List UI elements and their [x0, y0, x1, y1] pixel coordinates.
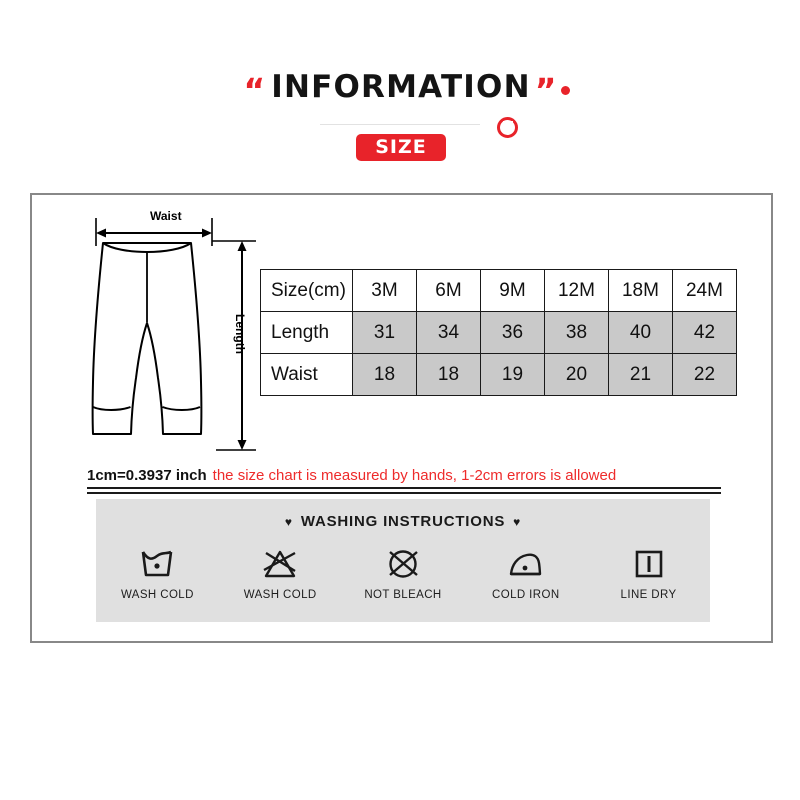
table-cell: 21	[607, 353, 673, 396]
page-title: INFORMATION	[271, 69, 531, 105]
table-col-header: 12M	[543, 269, 609, 312]
square-vertical-bar-icon	[590, 541, 708, 587]
care-item-cold-iron: COLD IRON	[467, 541, 585, 601]
table-col-header: 24M	[671, 269, 737, 312]
chart-container: Waist Length Size(cm) 3M 6M 9M 12M 18M 2…	[30, 193, 773, 643]
heart-icon-left: ♥	[284, 515, 293, 530]
table-row: Waist 18 18 19 20 21 22	[260, 353, 737, 396]
unit-conversion-text: 1cm=0.3937 inch	[87, 467, 207, 484]
care-label: COLD IRON	[492, 589, 560, 601]
note-underline-top	[87, 487, 721, 489]
table-col-header: 18M	[607, 269, 673, 312]
care-label: WASH COLD	[243, 589, 317, 601]
care-item-wash-cold: WASH COLD	[98, 541, 216, 601]
table-cell: 18	[351, 353, 417, 396]
table-corner-header: Size(cm)	[260, 269, 353, 312]
table-cell: 40	[607, 311, 673, 354]
care-item-not-bleach: NOT BLEACH	[344, 541, 462, 601]
length-dimension-label: Length	[233, 314, 247, 354]
table-cell: 36	[479, 311, 545, 354]
pants-diagram: Waist Length	[66, 202, 281, 457]
title-divider	[320, 124, 480, 125]
table-cell: 20	[543, 353, 609, 396]
quote-left-mark: “	[243, 71, 266, 110]
pants-outline-icon	[91, 218, 256, 451]
care-label: NOT BLEACH	[364, 589, 442, 601]
title-row: “INFORMATION”	[244, 69, 571, 107]
care-label: WASH COLD	[120, 589, 194, 601]
table-row-header: Length	[260, 311, 353, 354]
heart-icon-right: ♥	[513, 515, 522, 530]
table-cell: 19	[479, 353, 545, 396]
table-col-header: 9M	[479, 269, 545, 312]
table-cell: 34	[415, 311, 481, 354]
iron-one-dot-icon	[467, 541, 585, 587]
table-col-header: 6M	[415, 269, 481, 312]
washing-instructions-section: ♥ WASHING INSTRUCTIONS ♥ WASH COLD	[96, 499, 710, 622]
table-row-header: Waist	[260, 353, 353, 396]
waist-dimension-label: Waist	[150, 209, 182, 223]
care-item-no-bleach-triangle: WASH COLD	[221, 541, 339, 601]
care-label: LINE DRY	[620, 589, 677, 601]
triangle-crossed-out-icon	[221, 541, 339, 587]
red-ring-accent-icon	[497, 117, 518, 138]
table-cell: 42	[671, 311, 737, 354]
table-col-header: 3M	[351, 269, 417, 312]
table-header-row: Size(cm) 3M 6M 9M 12M 18M 24M	[260, 269, 737, 312]
measurement-note: 1cm=0.3937 inch the size chart is measure…	[87, 467, 727, 485]
care-item-line-dry: LINE DRY	[590, 541, 708, 601]
quote-right-mark: ”	[534, 71, 557, 110]
page-header: “INFORMATION”	[0, 69, 800, 107]
size-table: Size(cm) 3M 6M 9M 12M 18M 24M Length 31 …	[260, 269, 737, 396]
wash-tub-one-dot-icon	[98, 541, 216, 587]
table-cell: 22	[671, 353, 737, 396]
table-cell: 31	[351, 311, 417, 354]
washing-instructions-heading: ♥ WASHING INSTRUCTIONS ♥	[96, 513, 710, 530]
measurement-disclaimer: the size chart is measured by hands, 1-2…	[212, 467, 617, 484]
note-underline-bottom	[87, 492, 721, 494]
table-row: Length 31 34 36 38 40 42	[260, 311, 737, 354]
red-dot-accent	[561, 86, 571, 95]
washing-heading-text: WASHING INSTRUCTIONS	[300, 513, 506, 530]
size-badge: SIZE	[356, 134, 446, 161]
circle-crossed-out-icon	[344, 541, 462, 587]
table-cell: 18	[415, 353, 481, 396]
table-cell: 38	[543, 311, 609, 354]
care-symbols-row: WASH COLD WASH COLD	[96, 541, 710, 601]
